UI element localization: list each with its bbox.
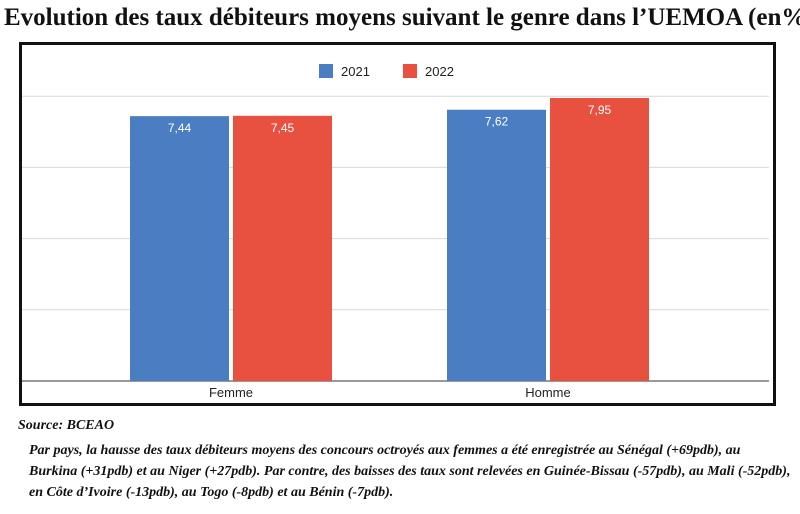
x-tick-femme: Femme [209, 385, 253, 400]
legend-swatch-2021 [319, 64, 333, 78]
legend-label-2021: 2021 [341, 64, 370, 79]
chart-frame: 7,44 7,45 7,62 7,95 2021 2022 Femme Homme [19, 42, 776, 406]
commentary-paragraph: Par pays, la hausse des taux débiteurs m… [29, 443, 791, 500]
bar-chart: 7,44 7,45 7,62 7,95 2021 2022 Femme Homme [22, 64, 769, 400]
bar-femme-2021 [130, 116, 229, 382]
bar-homme-2021 [447, 109, 546, 381]
legend-label-2022: 2022 [425, 64, 454, 79]
bar-homme-2022 [550, 97, 649, 382]
bar-femme-2022 [233, 115, 332, 381]
x-tick-homme: Homme [525, 385, 571, 400]
chart-title: Evolution des taux débiteurs moyens suiv… [4, 4, 800, 31]
source-note: Source: BCEAO [18, 418, 115, 433]
data-label-homme-2022: 7,95 [588, 103, 612, 117]
data-label-homme-2021: 7,62 [485, 115, 509, 129]
data-label-femme-2022: 7,45 [271, 121, 295, 135]
data-label-femme-2021: 7,44 [168, 121, 192, 135]
legend-swatch-2022 [403, 64, 417, 78]
